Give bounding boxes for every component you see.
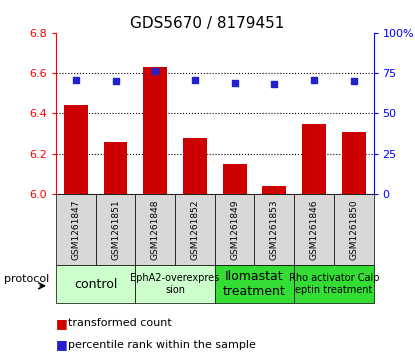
Point (231, 80, 238, 86)
Text: GSM1261850: GSM1261850 (349, 199, 358, 260)
Text: protocol: protocol (4, 274, 49, 284)
Bar (223, 164, 247, 194)
Point (73, 77, 79, 82)
Bar (64, 105, 88, 194)
Bar (262, 186, 286, 194)
Text: percentile rank within the sample: percentile rank within the sample (68, 340, 256, 350)
Text: EphA2-overexpres
sion: EphA2-overexpres sion (130, 273, 220, 295)
Text: Ilomastat
treatment: Ilomastat treatment (223, 270, 286, 298)
Point (112, 78, 119, 84)
Text: ■: ■ (56, 317, 68, 330)
Point (192, 77, 198, 82)
Point (271, 81, 278, 87)
Text: ■: ■ (56, 338, 68, 351)
Text: GDS5670 / 8179451: GDS5670 / 8179451 (130, 16, 285, 31)
Point (350, 78, 357, 84)
Text: control: control (74, 278, 117, 290)
Bar (342, 132, 366, 194)
Point (152, 69, 159, 74)
Bar (104, 142, 127, 194)
Text: GSM1261852: GSM1261852 (190, 199, 200, 260)
Text: GSM1261851: GSM1261851 (111, 199, 120, 260)
Text: GSM1261846: GSM1261846 (310, 199, 318, 260)
Text: Rho activator Calp
eptin treatment: Rho activator Calp eptin treatment (288, 273, 379, 295)
Text: GSM1261853: GSM1261853 (270, 199, 279, 260)
Point (311, 77, 317, 82)
Bar (183, 138, 207, 194)
Text: GSM1261849: GSM1261849 (230, 199, 239, 260)
Text: transformed count: transformed count (68, 318, 172, 328)
Text: GSM1261847: GSM1261847 (71, 199, 81, 260)
Text: GSM1261848: GSM1261848 (151, 199, 160, 260)
Bar (143, 67, 167, 194)
Bar (302, 123, 326, 194)
